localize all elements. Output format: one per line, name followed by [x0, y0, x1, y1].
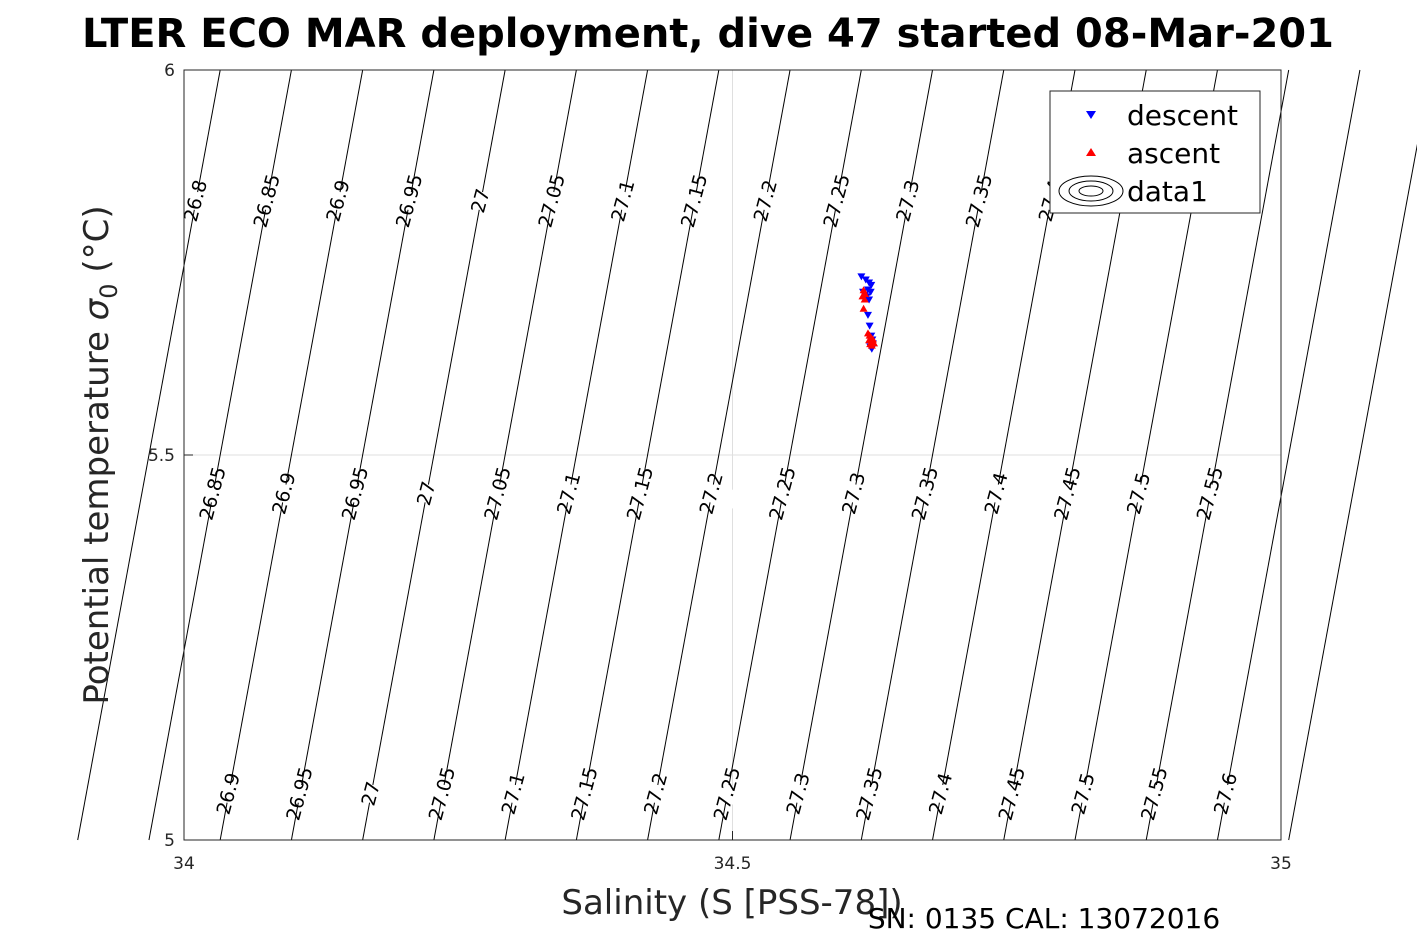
- legend-label-data1: data1: [1127, 175, 1208, 208]
- isopycnal-line: [1145, 69, 1290, 841]
- legend-data1-contour-icon: [1058, 175, 1124, 207]
- ascent-point: [859, 304, 868, 312]
- contour-label-gap: [254, 477, 314, 510]
- y-axis-label-subscript: 0: [95, 283, 123, 298]
- descent-point: [857, 273, 866, 281]
- contour-label-gap: [1038, 477, 1098, 510]
- y-tick-label: 5: [164, 831, 175, 851]
- y-tick-label: 6: [164, 61, 175, 81]
- contour-label-gap: [1125, 777, 1185, 810]
- chart-title: LTER ECO MAR deployment, dive 47 started…: [82, 11, 1334, 57]
- contour-label-gap: [539, 477, 599, 510]
- contour-label-gap: [341, 777, 401, 810]
- contour-label-gap: [824, 477, 884, 510]
- contour-label-gap: [911, 777, 971, 810]
- density-contour-labels: 26.8 26.85 26.9 26.95 27 27.05 27.1 27.15 27.2 27…: [166, 172, 1256, 823]
- descent-point: [865, 296, 874, 304]
- contour-label-gap: [270, 777, 330, 810]
- contour-label-gap: [380, 184, 440, 217]
- legend-descent-marker: [1086, 111, 1096, 119]
- contour-label-gap: [682, 477, 742, 510]
- contour-label-gap: [593, 184, 653, 217]
- isopycnal-line: [1288, 143, 1417, 841]
- ascent-point: [860, 295, 869, 303]
- ascent-point: [865, 336, 874, 344]
- y-axis-label: Potential temperature σ0 (°C): [77, 205, 123, 704]
- contour-label-gap: [769, 777, 828, 810]
- contour-label-gap: [611, 477, 670, 510]
- contour-label-gap: [626, 777, 686, 810]
- x-tick-label: 35: [1270, 854, 1292, 874]
- contour-label-gap: [183, 477, 243, 510]
- isopycnal-line: [1216, 69, 1361, 841]
- x-tick-label: 34.5: [714, 854, 752, 874]
- legend-label-ascent: ascent: [1127, 137, 1220, 170]
- contour-label-gap: [753, 477, 813, 510]
- contour-label-gap: [166, 184, 226, 217]
- y-tick-label: 5.5: [148, 446, 175, 466]
- x-tick-label: 34: [173, 854, 195, 874]
- contour-label-gap: [326, 477, 385, 510]
- contour-label-gap: [878, 184, 938, 217]
- contour-label-gap: [967, 477, 1027, 510]
- legend-box: [1049, 90, 1261, 214]
- ascent-point: [867, 341, 876, 349]
- contour-label-gap: [413, 777, 472, 810]
- descent-point: [867, 281, 876, 289]
- contour-label-gap: [697, 777, 757, 810]
- contour-label-gap: [555, 777, 615, 810]
- contour-label-gap: [1180, 477, 1240, 510]
- contour-label-gap: [950, 184, 1009, 217]
- legend-markers: [1058, 111, 1124, 207]
- contour-label-gap: [468, 477, 528, 510]
- legend: descent ascent data1: [1049, 90, 1261, 214]
- descent-point: [865, 322, 874, 330]
- instrument-footer: SN: 0135 CAL: 13072016: [868, 902, 1220, 935]
- axis-ticks: 34 34.5 35 5 5.5 6: [148, 61, 1292, 874]
- contour-label-gap: [736, 184, 796, 217]
- descent-point: [863, 311, 872, 319]
- contour-label-gap: [484, 777, 544, 810]
- contour-label-gap: [1109, 477, 1169, 510]
- y-axis-label-sigma: σ: [77, 297, 117, 320]
- y-axis-label-unit: (°C): [77, 205, 117, 283]
- data-points: [857, 273, 879, 353]
- contour-label-gap: [199, 777, 259, 810]
- legend-ascent-marker: [1086, 148, 1096, 156]
- contour-label-gap: [1196, 777, 1256, 810]
- y-axis-label-main: Potential temperature: [77, 320, 117, 704]
- contour-label-gap: [397, 477, 457, 510]
- contour-label-gap: [237, 184, 297, 217]
- contour-label-gap: [982, 777, 1042, 810]
- contour-label-gap: [896, 477, 955, 510]
- contour-label-gap: [840, 777, 900, 810]
- contour-label-gap: [807, 184, 867, 217]
- contour-label-gap: [1054, 777, 1113, 810]
- x-axis-label: Salinity (S [PSS-78]): [561, 883, 902, 923]
- contour-label-gap: [522, 184, 582, 217]
- legend-label-descent: descent: [1127, 99, 1238, 132]
- contour-label-gap: [665, 184, 724, 217]
- contour-label-gap: [451, 184, 511, 217]
- descent-point: [866, 288, 875, 296]
- contour-label-gap: [309, 184, 368, 217]
